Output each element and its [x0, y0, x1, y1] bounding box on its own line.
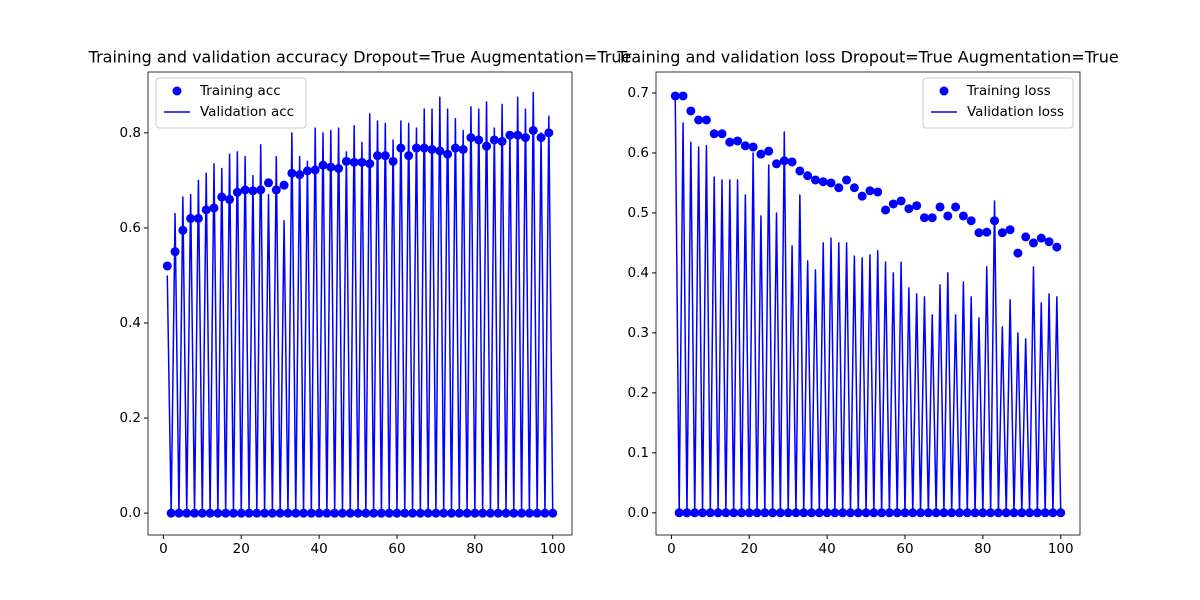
data-point [1028, 238, 1038, 248]
y-tick-label: 0.2 [628, 385, 649, 401]
y-tick-label: 0.2 [120, 410, 141, 426]
data-point [818, 177, 828, 187]
data-point [756, 149, 766, 159]
x-tick-label: 40 [819, 541, 836, 557]
data-point [803, 171, 813, 181]
x-tick-label: 0 [667, 541, 676, 557]
data-point [701, 115, 711, 125]
data-point [772, 159, 782, 169]
data-point [694, 115, 704, 125]
x-tick-label: 80 [466, 541, 483, 557]
x-tick-label: 20 [233, 541, 250, 557]
legend-label: Validation loss [967, 104, 1064, 120]
legend-box [155, 77, 307, 129]
chart-title: Training and validation loss Dropout=Tru… [616, 48, 1118, 67]
legend-box [922, 77, 1074, 129]
x-tick-label: 20 [741, 541, 758, 557]
x-tick-label: 80 [974, 541, 991, 557]
data-point [888, 199, 898, 209]
data-point [951, 202, 961, 212]
y-tick-label: 0.7 [628, 85, 649, 101]
data-point [1005, 225, 1015, 235]
data-point [842, 175, 852, 185]
data-point [904, 204, 914, 214]
data-point [881, 205, 891, 215]
data-point [958, 211, 968, 221]
x-tick-label: 0 [159, 541, 168, 557]
data-point [1021, 232, 1031, 242]
legend-dot [172, 86, 182, 96]
data-point [764, 146, 774, 156]
axes-frame [655, 71, 1081, 536]
legend-label: Training loss [966, 83, 1051, 99]
x-tick-label: 60 [388, 541, 405, 557]
data-point [927, 213, 937, 223]
y-tick-label: 0.6 [628, 145, 649, 161]
data-point [810, 175, 820, 185]
data-point [795, 166, 805, 176]
data-point [709, 129, 719, 139]
data-point [1044, 237, 1054, 247]
x-tick-label: 100 [1048, 541, 1074, 557]
x-tick-label: 60 [896, 541, 913, 557]
y-tick-label: 0.3 [628, 325, 649, 341]
data-point [982, 227, 992, 237]
data-point [279, 180, 289, 190]
data-point [787, 157, 797, 167]
data-point [740, 141, 750, 151]
data-point [935, 202, 945, 212]
data-point [826, 178, 836, 188]
data-point [896, 196, 906, 206]
data-point [733, 136, 743, 146]
series-line [166, 91, 554, 514]
data-point [1036, 233, 1046, 243]
data-point [686, 106, 696, 116]
data-point [873, 187, 883, 197]
data-point [1013, 248, 1023, 258]
y-tick-label: 0.8 [120, 125, 141, 141]
data-point [865, 186, 875, 196]
y-tick-label: 0.6 [120, 220, 141, 236]
x-tick-label: 40 [311, 541, 328, 557]
series-line [674, 98, 1062, 514]
data-point [966, 216, 976, 226]
data-point [725, 137, 735, 147]
y-tick-label: 0.0 [628, 505, 649, 521]
data-point [162, 261, 172, 271]
data-point [912, 201, 922, 211]
data-point [974, 228, 984, 238]
data-point [857, 191, 867, 201]
data-point [748, 142, 758, 152]
data-point [943, 211, 953, 221]
y-tick-label: 0.4 [120, 315, 141, 331]
y-tick-label: 0.4 [628, 265, 649, 281]
data-point [849, 183, 859, 193]
data-point [678, 91, 688, 101]
data-point [997, 228, 1007, 238]
y-tick-label: 0.5 [628, 205, 649, 221]
data-point [834, 183, 844, 193]
axes-frame [147, 71, 573, 536]
data-point [1052, 242, 1062, 252]
y-tick-label: 0.0 [120, 505, 141, 521]
chart-title: Training and validation accuracy Dropout… [88, 48, 632, 67]
data-point [670, 91, 680, 101]
data-point [919, 213, 929, 223]
legend-label: Validation acc [200, 104, 294, 120]
data-point [264, 178, 274, 188]
legend-label: Training acc [199, 83, 281, 99]
x-tick-label: 100 [540, 541, 566, 557]
legend-dot [939, 86, 949, 96]
data-point [717, 129, 727, 139]
y-tick-label: 0.1 [628, 445, 649, 461]
